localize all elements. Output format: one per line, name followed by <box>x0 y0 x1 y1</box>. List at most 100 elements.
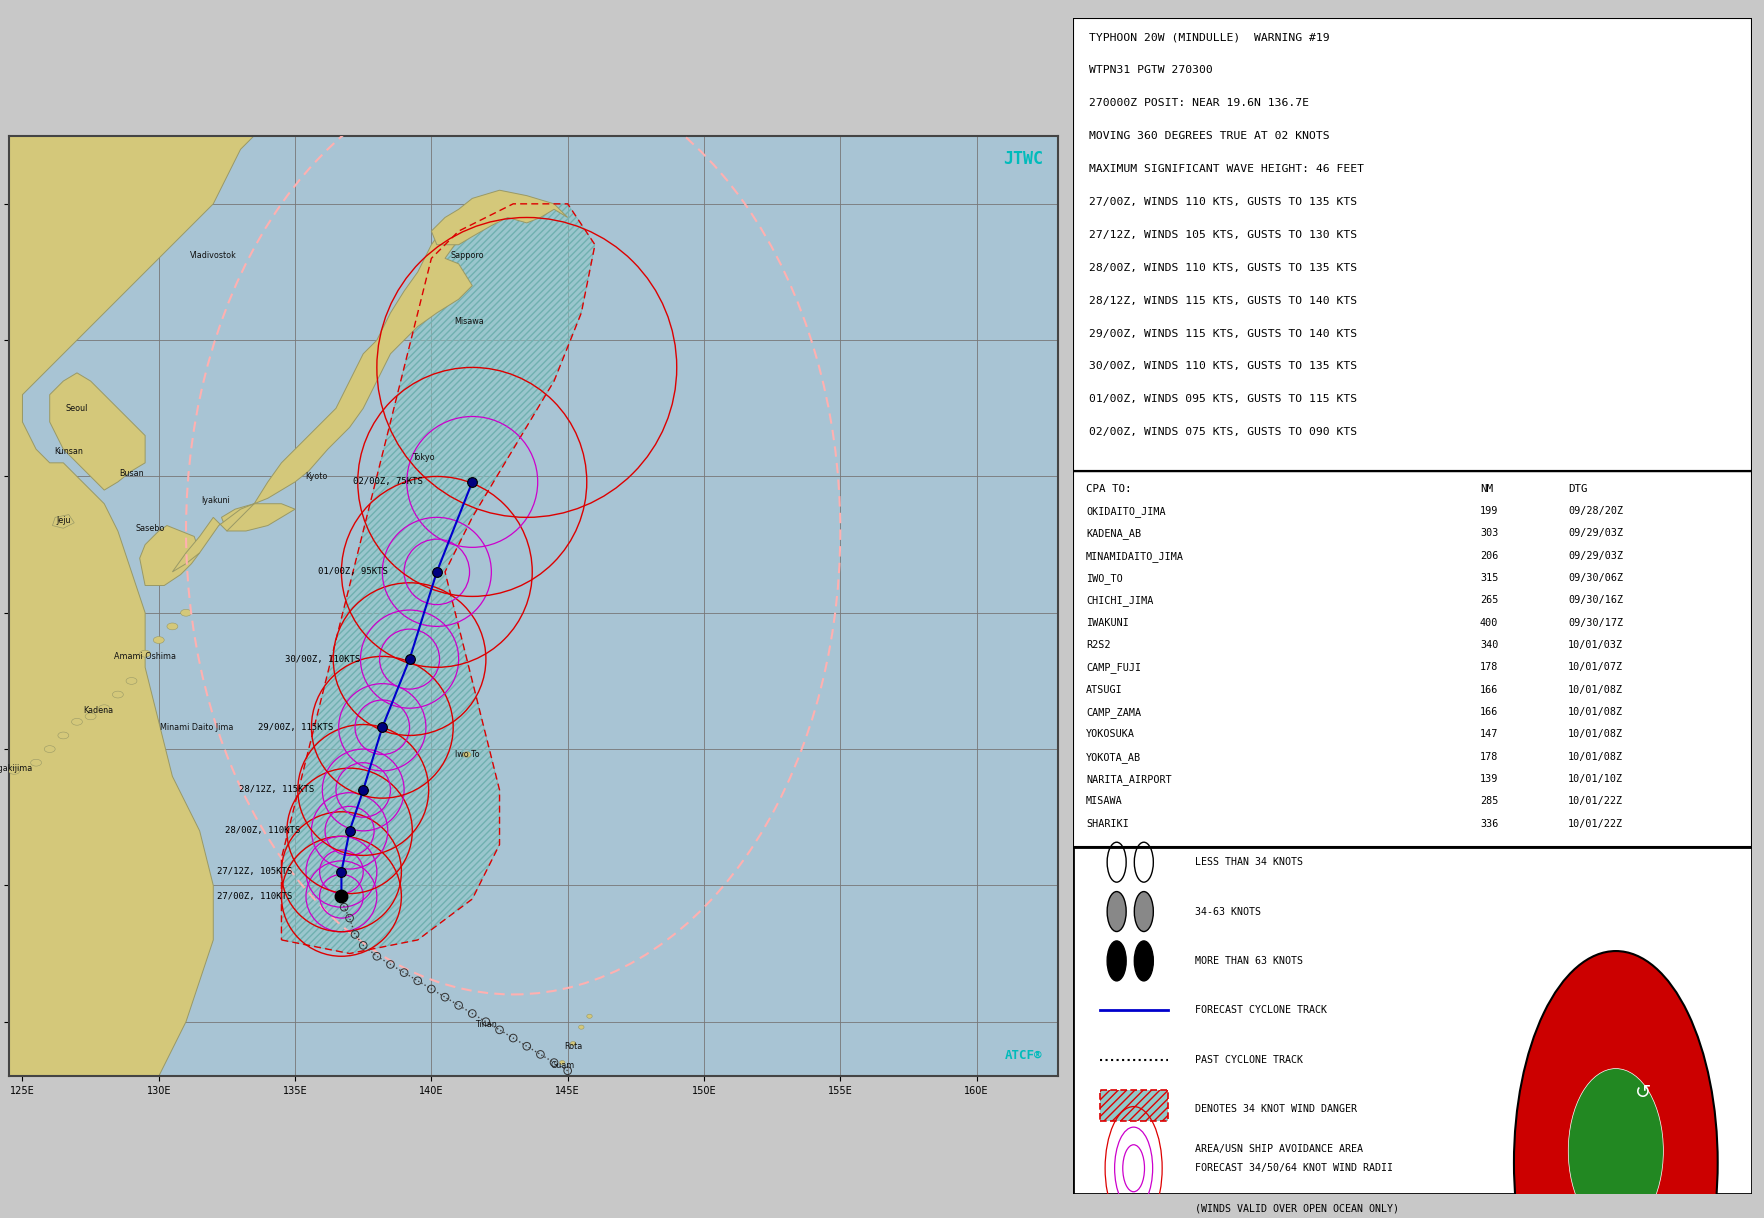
Text: DENOTES 34 KNOT WIND DANGER: DENOTES 34 KNOT WIND DANGER <box>1194 1104 1357 1114</box>
Text: 166: 166 <box>1480 685 1498 694</box>
Text: 10/01/03Z: 10/01/03Z <box>1568 639 1623 650</box>
Ellipse shape <box>1134 942 1154 980</box>
Text: ATCF®: ATCF® <box>1005 1049 1043 1062</box>
Text: 09/30/16Z: 09/30/16Z <box>1568 596 1623 605</box>
Text: Iyakuni: Iyakuni <box>201 497 231 505</box>
Text: Sasebo: Sasebo <box>136 524 166 532</box>
Text: 336: 336 <box>1480 818 1498 828</box>
Text: 27/12Z, 105KTS: 27/12Z, 105KTS <box>217 867 293 876</box>
Text: YOKOSUKA: YOKOSUKA <box>1087 730 1134 739</box>
Text: Tokyo: Tokyo <box>411 453 434 462</box>
Text: IWO_TO: IWO_TO <box>1087 572 1124 583</box>
Text: 02/00Z, 75KTS: 02/00Z, 75KTS <box>353 477 423 486</box>
Text: Rota: Rota <box>564 1041 582 1051</box>
Ellipse shape <box>1108 942 1125 980</box>
Text: TYPHOON 20W (MINDULLE)  WARNING #19: TYPHOON 20W (MINDULLE) WARNING #19 <box>1090 33 1330 43</box>
Polygon shape <box>49 373 145 490</box>
Text: DTG: DTG <box>1568 484 1588 493</box>
Text: 178: 178 <box>1480 663 1498 672</box>
Text: Seoul: Seoul <box>65 404 88 413</box>
Text: FORECAST 34/50/64 KNOT WIND RADII: FORECAST 34/50/64 KNOT WIND RADII <box>1194 1163 1394 1173</box>
Text: 28/00Z, 110KTS: 28/00Z, 110KTS <box>226 826 300 836</box>
Text: AREA/USN SHIP AVOIDANCE AREA: AREA/USN SHIP AVOIDANCE AREA <box>1194 1144 1364 1153</box>
Text: Misawa: Misawa <box>455 317 485 325</box>
Ellipse shape <box>570 1041 575 1045</box>
Text: CAMP_ZAMA: CAMP_ZAMA <box>1087 706 1141 717</box>
Polygon shape <box>53 515 74 529</box>
Text: KADENA_AB: KADENA_AB <box>1087 529 1141 540</box>
Text: Sapporo: Sapporo <box>450 251 483 261</box>
Text: (WINDS VALID OVER OPEN OCEAN ONLY): (WINDS VALID OVER OPEN OCEAN ONLY) <box>1194 1203 1399 1213</box>
Text: 29/00Z, WINDS 115 KTS, GUSTS TO 140 KTS: 29/00Z, WINDS 115 KTS, GUSTS TO 140 KTS <box>1090 329 1358 339</box>
FancyBboxPatch shape <box>1073 847 1752 1194</box>
Text: 34-63 KNOTS: 34-63 KNOTS <box>1194 906 1261 917</box>
Polygon shape <box>139 525 199 586</box>
Text: 400: 400 <box>1480 618 1498 627</box>
Ellipse shape <box>587 1015 593 1018</box>
Text: YOKOTA_AB: YOKOTA_AB <box>1087 752 1141 762</box>
Ellipse shape <box>85 713 95 720</box>
Text: 166: 166 <box>1480 706 1498 717</box>
Text: 10/01/08Z: 10/01/08Z <box>1568 685 1623 694</box>
Text: CHICHI_JIMA: CHICHI_JIMA <box>1087 596 1154 607</box>
Text: 28/00Z, WINDS 110 KTS, GUSTS TO 135 KTS: 28/00Z, WINDS 110 KTS, GUSTS TO 135 KTS <box>1090 263 1358 273</box>
Text: Iwo To: Iwo To <box>455 750 480 759</box>
Ellipse shape <box>113 691 123 698</box>
Text: 09/30/17Z: 09/30/17Z <box>1568 618 1623 627</box>
Polygon shape <box>173 218 473 572</box>
Ellipse shape <box>559 1061 564 1065</box>
Text: 206: 206 <box>1480 551 1498 560</box>
Text: MAXIMUM SIGNIFICANT WAVE HEIGHT: 46 FEET: MAXIMUM SIGNIFICANT WAVE HEIGHT: 46 FEET <box>1090 164 1365 174</box>
Text: 340: 340 <box>1480 639 1498 650</box>
Ellipse shape <box>1108 892 1125 932</box>
Polygon shape <box>9 135 254 1077</box>
Text: IWAKUNI: IWAKUNI <box>1087 618 1129 627</box>
Ellipse shape <box>58 732 69 739</box>
FancyBboxPatch shape <box>1099 1090 1168 1121</box>
Text: Kunsan: Kunsan <box>55 447 83 457</box>
Text: 30/00Z, WINDS 110 KTS, GUSTS TO 135 KTS: 30/00Z, WINDS 110 KTS, GUSTS TO 135 KTS <box>1090 362 1358 371</box>
Ellipse shape <box>1134 892 1154 932</box>
Text: ATSUGI: ATSUGI <box>1087 685 1124 694</box>
Text: 199: 199 <box>1480 505 1498 516</box>
Text: CPA TO:: CPA TO: <box>1087 484 1131 493</box>
Ellipse shape <box>1568 1068 1663 1218</box>
Ellipse shape <box>72 719 83 725</box>
Text: 27/12Z, WINDS 105 KTS, GUSTS TO 130 KTS: 27/12Z, WINDS 105 KTS, GUSTS TO 130 KTS <box>1090 230 1358 240</box>
Text: OKIDAITO_JIMA: OKIDAITO_JIMA <box>1087 505 1166 516</box>
Text: 02/00Z, WINDS 075 KTS, GUSTS TO 090 KTS: 02/00Z, WINDS 075 KTS, GUSTS TO 090 KTS <box>1090 428 1358 437</box>
Text: 09/29/03Z: 09/29/03Z <box>1568 529 1623 538</box>
Text: 28/12Z, 115KTS: 28/12Z, 115KTS <box>238 786 314 794</box>
Text: 09/29/03Z: 09/29/03Z <box>1568 551 1623 560</box>
Text: Guam: Guam <box>550 1061 575 1069</box>
Ellipse shape <box>1514 951 1718 1218</box>
Text: SHARIKI: SHARIKI <box>1087 818 1129 828</box>
Text: 10/01/07Z: 10/01/07Z <box>1568 663 1623 672</box>
Polygon shape <box>282 203 594 954</box>
Text: 29/00Z, 115KTS: 29/00Z, 115KTS <box>258 722 333 732</box>
Ellipse shape <box>139 650 150 657</box>
Text: Jeju: Jeju <box>56 515 71 525</box>
Ellipse shape <box>9 767 19 775</box>
Text: PAST CYCLONE TRACK: PAST CYCLONE TRACK <box>1194 1055 1304 1065</box>
Text: 28/12Z, WINDS 115 KTS, GUSTS TO 140 KTS: 28/12Z, WINDS 115 KTS, GUSTS TO 140 KTS <box>1090 296 1358 306</box>
Text: CAMP_FUJI: CAMP_FUJI <box>1087 663 1141 674</box>
Text: NM: NM <box>1480 484 1492 493</box>
Text: MOVING 360 DEGREES TRUE AT 02 KNOTS: MOVING 360 DEGREES TRUE AT 02 KNOTS <box>1090 132 1330 141</box>
Text: 315: 315 <box>1480 572 1498 583</box>
Text: MINAMIDAITO_JIMA: MINAMIDAITO_JIMA <box>1087 551 1184 561</box>
Ellipse shape <box>44 745 55 753</box>
Text: ↺: ↺ <box>1635 1083 1651 1101</box>
Text: 178: 178 <box>1480 752 1498 761</box>
Text: 147: 147 <box>1480 730 1498 739</box>
FancyBboxPatch shape <box>1073 471 1752 847</box>
Text: R2S2: R2S2 <box>1087 639 1111 650</box>
Ellipse shape <box>153 637 164 643</box>
FancyBboxPatch shape <box>1073 18 1752 471</box>
Text: 10/01/08Z: 10/01/08Z <box>1568 706 1623 717</box>
Text: Tinan: Tinan <box>475 1019 497 1029</box>
Ellipse shape <box>30 759 42 766</box>
Text: MORE THAN 63 KNOTS: MORE THAN 63 KNOTS <box>1194 956 1304 966</box>
Text: 303: 303 <box>1480 529 1498 538</box>
Text: 10/01/22Z: 10/01/22Z <box>1568 797 1623 806</box>
